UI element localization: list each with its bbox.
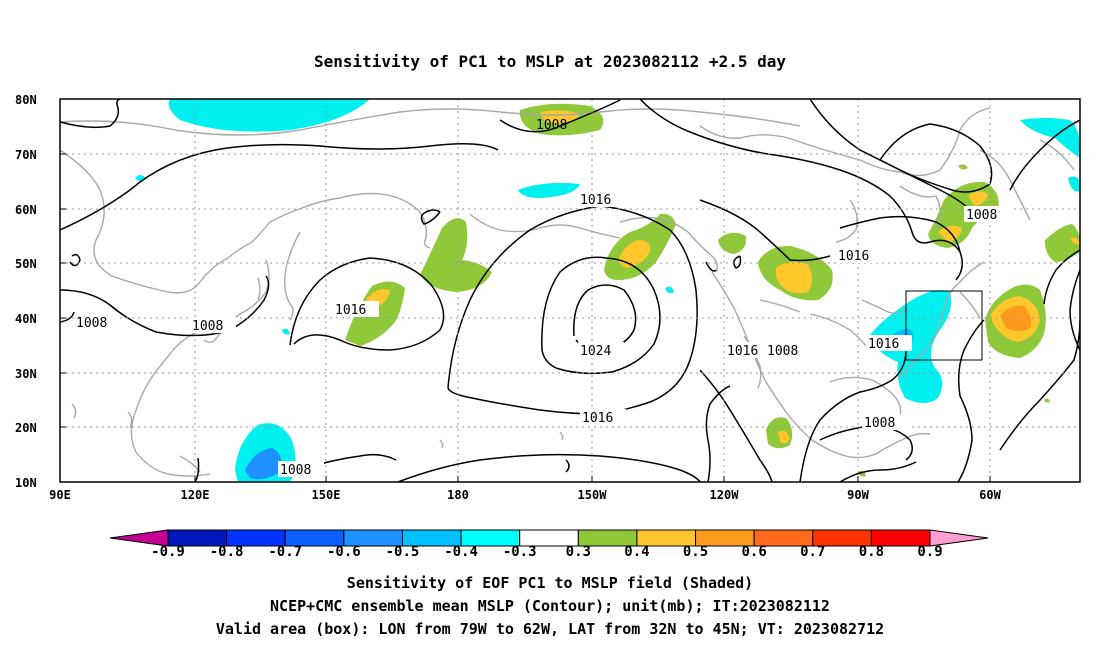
colorbar-label: 0.7 xyxy=(800,544,825,560)
lat-label: 10N xyxy=(15,476,37,490)
colorbar-label: 0.5 xyxy=(683,544,708,560)
lat-label: 30N xyxy=(15,367,37,381)
contour-labels: 1008 1016 1008 1008 1016 1024 1008 1016 … xyxy=(74,118,1010,478)
colorbar-labels: -0.9 -0.8 -0.7 -0.6 -0.5 -0.4 -0.3 0.3 0.4 0.5 0.6… xyxy=(151,544,943,560)
axis-ticks xyxy=(60,98,991,482)
contour-label: 1008 xyxy=(76,316,107,331)
mslp-contours xyxy=(60,99,1080,482)
lon-label: 90W xyxy=(847,488,869,502)
colorbar-label: 0.9 xyxy=(917,544,942,560)
longitude-labels: 90E 120E 150E 180 150W 120W 90W 60W xyxy=(49,488,1001,502)
coastlines xyxy=(60,107,1075,477)
lon-label: 150W xyxy=(578,488,608,502)
contour-label: 1008 xyxy=(192,319,223,334)
colorbar-cells xyxy=(167,529,931,547)
colorbar-label: -0.7 xyxy=(268,544,302,560)
contour-label: 1024 xyxy=(580,344,611,359)
footer-line-3: Valid area (box): LON from 79W to 62W, L… xyxy=(216,620,884,638)
colorbar-label: 0.3 xyxy=(566,544,591,560)
contour-label: 1008 xyxy=(767,344,798,359)
contour-label: 1008 xyxy=(966,208,997,223)
lat-label: 50N xyxy=(15,257,37,271)
figure-title: Sensitivity of PC1 to MSLP at 2023082112… xyxy=(314,52,786,71)
lat-label: 70N xyxy=(15,148,37,162)
footer-line-2: NCEP+CMC ensemble mean MSLP (Contour); u… xyxy=(270,597,830,615)
lon-label: 180 xyxy=(447,488,469,502)
contour-label: 1008 xyxy=(280,463,311,478)
footer-line-1: Sensitivity of EOF PC1 to MSLP field (Sh… xyxy=(347,574,753,592)
colorbar-label: -0.8 xyxy=(210,544,244,560)
latitude-labels: 80N 70N 60N 50N 40N 30N 20N 10N xyxy=(15,93,37,490)
lat-label: 80N xyxy=(15,93,37,107)
contour-label: 1008 xyxy=(536,118,567,133)
contour-label: 1016 xyxy=(335,303,366,318)
valid-area-box xyxy=(905,290,983,361)
map-grid xyxy=(60,99,1080,482)
contour-label: 1016 xyxy=(580,193,611,208)
contour-label: 1008 xyxy=(864,416,895,431)
colorbar: -0.9 -0.8 -0.7 -0.6 -0.5 -0.4 -0.3 0.3 0.4 0.5 0.6… xyxy=(109,529,989,560)
colorbar-label: -0.9 xyxy=(151,544,185,560)
contour-label: 1016 xyxy=(868,337,899,352)
lon-label: 90E xyxy=(49,488,71,502)
plot-frame xyxy=(59,98,1081,483)
lon-label: 120E xyxy=(181,488,210,502)
colorbar-label: -0.6 xyxy=(327,544,361,560)
colorbar-label: 0.8 xyxy=(859,544,884,560)
contour-label: 1016 xyxy=(838,249,869,264)
lat-label: 20N xyxy=(15,421,37,435)
colorbar-label: 0.4 xyxy=(624,544,649,560)
colorbar-label: -0.3 xyxy=(503,544,537,560)
lat-label: 40N xyxy=(15,312,37,326)
colorbar-right-triangle xyxy=(929,529,989,547)
contour-label: 1016 xyxy=(582,411,613,426)
lon-label: 120W xyxy=(710,488,740,502)
lon-label: 150E xyxy=(312,488,341,502)
colorbar-label: -0.5 xyxy=(386,544,420,560)
colorbar-label: 0.6 xyxy=(742,544,767,560)
colorbar-label: -0.4 xyxy=(444,544,478,560)
contour-label: 1016 xyxy=(727,344,758,359)
lon-label: 60W xyxy=(979,488,1001,502)
lat-label: 60N xyxy=(15,203,37,217)
